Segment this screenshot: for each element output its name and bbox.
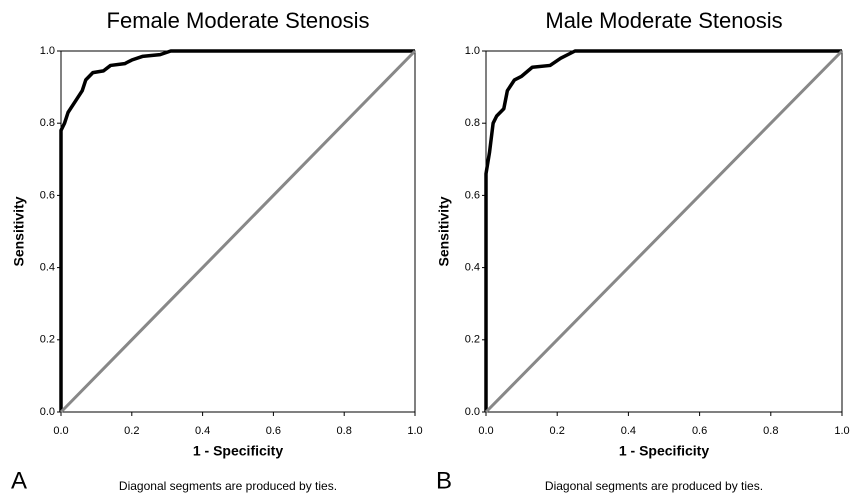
chart-title: Female Moderate Stenosis — [107, 8, 370, 33]
x-tick-label: 1.0 — [834, 425, 849, 437]
y-axis-label: Sensitivity — [436, 196, 452, 266]
y-tick-label: 0.0 — [465, 406, 480, 418]
x-tick-label: 1.0 — [407, 425, 422, 437]
note: Diagonal segments are produced by ties. — [545, 479, 763, 493]
x-axis-label: 1 - Specificity — [193, 443, 283, 459]
x-tick-label: 0.2 — [550, 425, 565, 437]
panel-label: A — [11, 467, 27, 494]
y-axis-label: Sensitivity — [11, 196, 27, 266]
x-axis-label: 1 - Specificity — [619, 443, 709, 459]
panel-label: B — [436, 467, 452, 494]
x-tick-label: 0.6 — [692, 425, 707, 437]
y-tick-label: 0.6 — [465, 189, 480, 201]
y-tick-label: 0.2 — [465, 334, 480, 346]
x-tick-label: 0.0 — [53, 425, 68, 437]
x-tick-label: 0.8 — [763, 425, 778, 437]
y-tick-label: 0.4 — [40, 262, 55, 274]
x-tick-label: 0.4 — [621, 425, 636, 437]
chart-title: Male Moderate Stenosis — [545, 8, 782, 33]
roc-line — [59, 49, 417, 414]
x-tick-label: 0.0 — [478, 425, 493, 437]
y-tick-label: 1.0 — [465, 45, 480, 57]
y-tick-label: 0.2 — [40, 334, 55, 346]
x-tick-label: 0.2 — [124, 425, 139, 437]
roc-line — [484, 49, 842, 412]
x-tick-label: 0.8 — [337, 425, 352, 437]
roc-line — [59, 49, 415, 412]
y-tick-label: 0.4 — [465, 262, 480, 274]
y-tick-label: 0.6 — [40, 189, 55, 201]
y-tick-label: 0.8 — [40, 117, 55, 129]
roc-line — [484, 49, 844, 414]
x-tick-label: 0.4 — [195, 425, 210, 437]
x-tick-label: 0.6 — [266, 425, 281, 437]
note: Diagonal segments are produced by ties. — [119, 479, 337, 493]
y-tick-label: 0.0 — [40, 406, 55, 418]
y-tick-label: 1.0 — [40, 45, 55, 57]
y-tick-label: 0.8 — [465, 117, 480, 129]
